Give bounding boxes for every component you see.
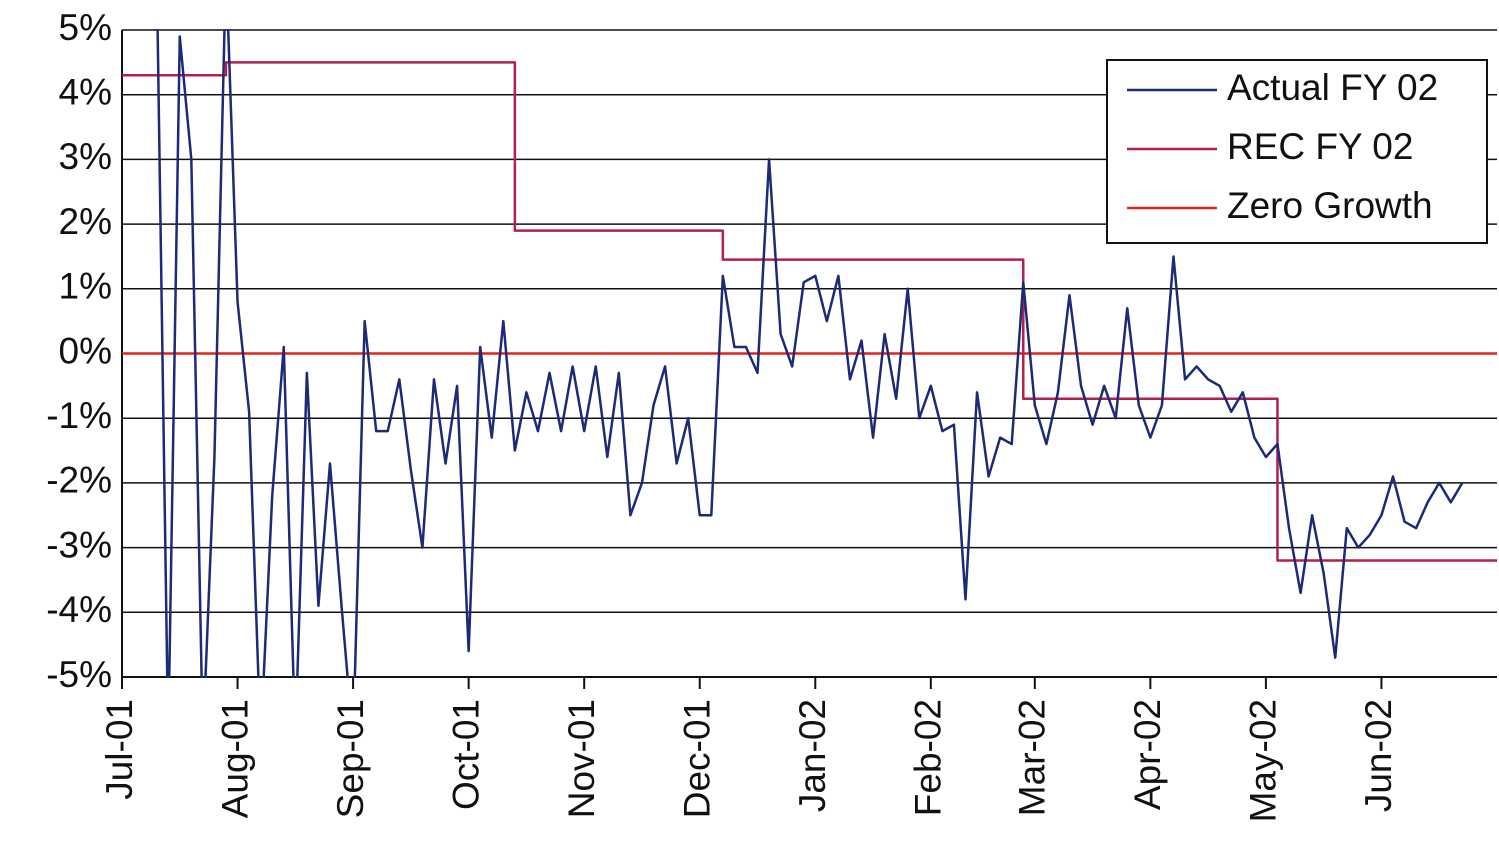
series-line xyxy=(156,29,1464,678)
legend-label: Actual FY 02 xyxy=(1227,67,1438,108)
x-tick-label: May-02 xyxy=(1243,699,1284,822)
x-tick-label: Jan-02 xyxy=(792,699,833,812)
series-line xyxy=(122,61,1497,562)
y-tick-label: 4% xyxy=(59,71,112,112)
x-tick-label: Aug-01 xyxy=(214,699,255,818)
legend-label: Zero Growth xyxy=(1227,185,1433,226)
x-tick-label: Dec-01 xyxy=(677,699,718,818)
y-tick-label: -3% xyxy=(46,524,112,565)
y-tick-label: 2% xyxy=(59,201,112,242)
plot-area xyxy=(122,29,1497,678)
y-tick-label: -4% xyxy=(46,589,112,630)
x-tick-label: Sep-01 xyxy=(330,699,371,818)
y-tick-label: -1% xyxy=(46,395,112,436)
y-tick-label: -2% xyxy=(46,460,112,501)
x-tick-label: Nov-01 xyxy=(561,699,602,818)
y-tick-label: 0% xyxy=(59,330,112,371)
x-tick-label: Apr-02 xyxy=(1127,699,1168,810)
x-tick-label: Mar-02 xyxy=(1012,699,1053,816)
y-tick-label: -5% xyxy=(46,654,112,695)
legend-label: REC FY 02 xyxy=(1227,126,1413,167)
x-tick-label: Feb-02 xyxy=(908,699,949,816)
y-tick-label: 1% xyxy=(59,266,112,307)
x-tick-label: Jul-01 xyxy=(99,699,140,800)
x-tick-label: Jun-02 xyxy=(1358,699,1399,812)
y-tick-label: 5% xyxy=(59,7,112,48)
x-tick-label: Oct-01 xyxy=(445,699,486,810)
y-tick-label: 3% xyxy=(59,136,112,177)
